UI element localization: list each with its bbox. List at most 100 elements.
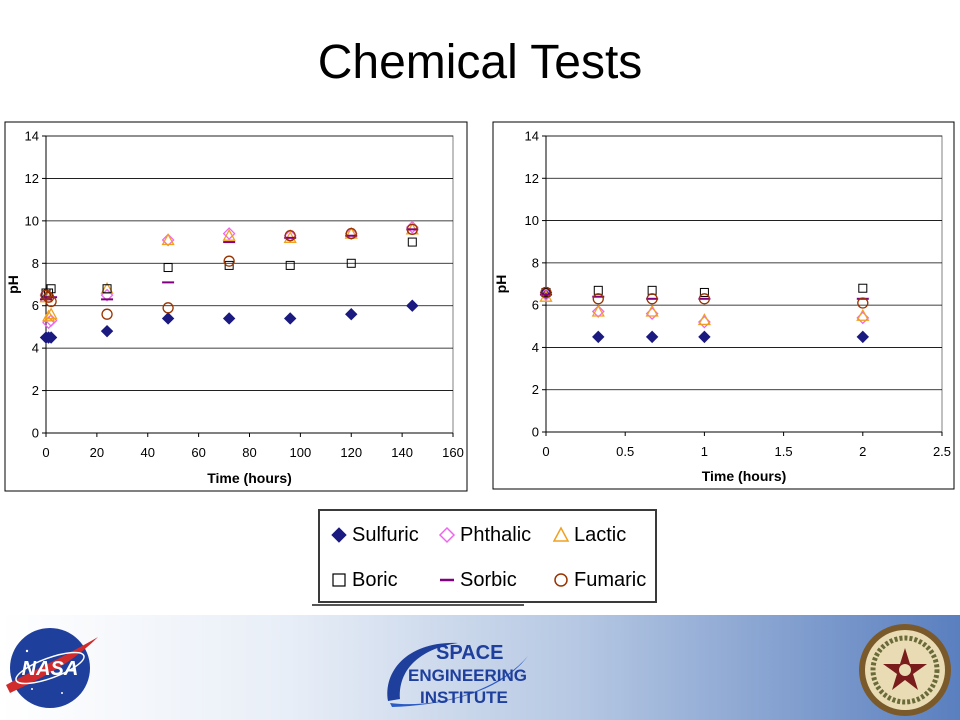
lactic-point [645,304,659,317]
fumaric-point [45,295,57,308]
footer-band: NASA SPACE ENGINEERING INSTITUTE [0,615,960,720]
x-tick-label: 0 [42,445,49,460]
circle-open-icon [554,573,568,587]
legend-item-sulfuric: Sulfuric [330,523,419,547]
legend-label: Sorbic [460,568,517,591]
sulfuric-point [592,330,605,344]
x-tick-label: 80 [242,445,256,460]
y-tick-label: 0 [532,425,539,440]
y-tick-label: 4 [532,340,539,355]
y-tick-label: 10 [25,213,39,228]
x-tick-label: 1.5 [775,444,793,459]
dash-icon [440,578,454,582]
y-tick-label: 0 [32,426,39,441]
boric-point [699,287,709,297]
x-tick-label: 2.5 [933,444,951,459]
legend-shadow [312,604,524,606]
boric-point [285,260,295,270]
plot-area [545,135,943,433]
fumaric-point [223,255,235,267]
x-tick-label: 20 [90,445,104,460]
y-axis-title: pH [5,275,21,294]
x-tick-label: 60 [191,445,205,460]
series-fumaric [540,286,869,309]
diamond-filled-icon [331,527,347,543]
x-tick-label: 40 [141,445,155,460]
sei-logo-icon: SPACE ENGINEERING INSTITUTE [387,642,528,707]
triangle-open-icon [552,526,570,542]
sulfuric-point [645,330,659,344]
series-fumaric [40,223,418,320]
fumaric-point [101,308,113,320]
y-tick-label: 4 [32,341,39,356]
sulfuric-point [222,312,236,325]
sulfuric-point [283,312,297,325]
lactic-point [697,313,711,326]
y-tick-label: 12 [25,171,39,186]
y-tick-label: 6 [32,298,39,313]
sei-logo-line-1: SPACE [436,642,503,664]
y-tick-label: 14 [525,129,539,144]
x-tick-label: 0.5 [616,444,634,459]
legend-item-boric: Boric [330,568,398,592]
sulfuric-point [406,299,419,312]
x-tick-label: 100 [290,445,312,460]
sulfuric-point [345,307,358,321]
series-sulfuric [39,299,419,344]
x-tick-label: 0 [542,444,549,459]
y-tick-label: 6 [532,298,539,313]
nasa-logo-text: NASA [22,658,79,680]
x-tick-label: 140 [391,445,413,460]
legend-item-sorbic: Sorbic [438,568,517,592]
boric-point [163,263,173,273]
lactic-point [856,308,870,321]
boric-point [858,283,868,293]
legend-item-lactic: Lactic [552,523,626,547]
x-tick-label: 2 [859,444,866,459]
y-tick-label: 2 [532,382,539,397]
lactic-point [41,309,56,322]
legend-label: Boric [352,568,398,591]
boric-point [224,260,234,270]
y-tick-label: 14 [25,129,39,144]
legend-label: Lactic [574,523,627,546]
x-tick-label: 120 [340,445,362,460]
phthalic-point [222,227,236,241]
legend-item-phthalic: Phthalic [438,523,531,547]
sulfuric-point [698,330,711,344]
sulfuric-point [100,324,114,338]
x-axis-title: Time (hours) [207,470,292,486]
fumaric-point [698,293,711,305]
fumaric-point [857,297,869,309]
nasa-meatball-logo-icon: NASA [6,628,98,708]
sei-logo-line-2: ENGINEERING [408,666,527,685]
fumaric-point [345,227,357,240]
phthalic-point [591,305,605,318]
sulfuric-point [44,331,58,344]
y-tick-label: 12 [525,171,539,186]
slide-title: Chemical Tests [317,36,643,89]
phthalic-point [161,233,175,247]
legend-item-fumaric: Fumaric [552,568,646,592]
sulfuric-point [856,330,870,344]
sulfuric-point [161,312,175,325]
fumaric-point [540,286,552,299]
fumaric-point [646,293,658,305]
legend-label: Sulfuric [352,523,419,546]
legend-label: Phthalic [460,523,532,546]
lactic-point [161,233,175,246]
lactic-point [222,228,236,241]
x-axis-title: Time (hours) [702,468,787,484]
x-tick-label: 160 [442,445,464,460]
boric-point [407,237,417,247]
sei-logo-line-3: INSTITUTE [420,688,508,707]
boric-point [102,284,112,294]
legend: Sulfuric Phthalic Lactic Boric Sorbic Fu… [318,509,657,603]
lactic-point [591,304,605,317]
fumaric-point [406,223,418,235]
legend-label: Fumaric [574,568,647,591]
boric-point [346,258,356,268]
square-open-icon [332,573,346,587]
y-axis-title: pH [493,275,509,294]
